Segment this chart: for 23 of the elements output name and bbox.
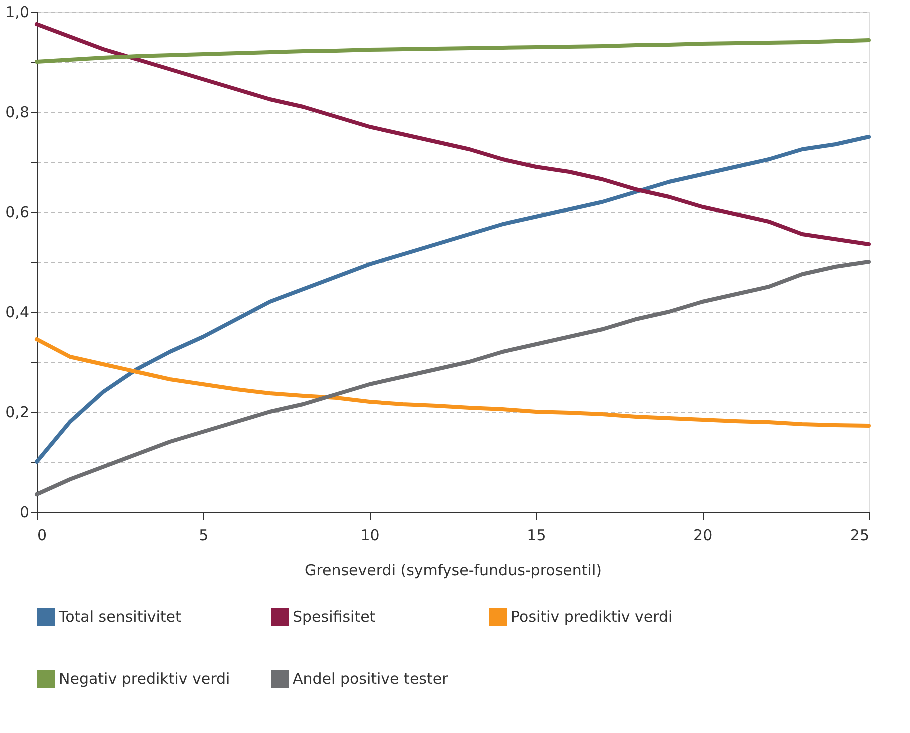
- y-tick-label: 0: [20, 504, 30, 522]
- y-tick-label: 0,2: [6, 404, 30, 422]
- x-tick-label: 25: [850, 526, 870, 544]
- line-series: [35, 260, 871, 496]
- line-series: [35, 22, 871, 246]
- line-series: [35, 135, 871, 464]
- x-tick-label: 10: [360, 526, 380, 544]
- y-tick-label: 0,4: [6, 304, 30, 322]
- x-tick-label: 20: [694, 526, 713, 544]
- x-tick-label: 5: [199, 526, 209, 544]
- x-axis-title: Grenseverdi (symfyse-fundus-prosentil): [305, 562, 602, 580]
- line-series: [35, 38, 871, 64]
- x-tick-label: 0: [38, 526, 48, 544]
- line-series: [35, 338, 871, 428]
- legend-label: Negativ prediktiv verdi: [59, 670, 230, 688]
- x-tick-label: 15: [527, 526, 546, 544]
- legend-label: Andel positive tester: [293, 670, 450, 688]
- legend-label: Spesifisitet: [293, 608, 376, 626]
- y-tick-label: 0,6: [6, 204, 30, 222]
- y-tick-label: 1,0: [6, 4, 30, 22]
- legend-label: Positiv prediktiv verdi: [511, 608, 673, 626]
- y-tick-label: 0,8: [6, 104, 30, 122]
- legend-label: Total sensitivitet: [58, 608, 182, 626]
